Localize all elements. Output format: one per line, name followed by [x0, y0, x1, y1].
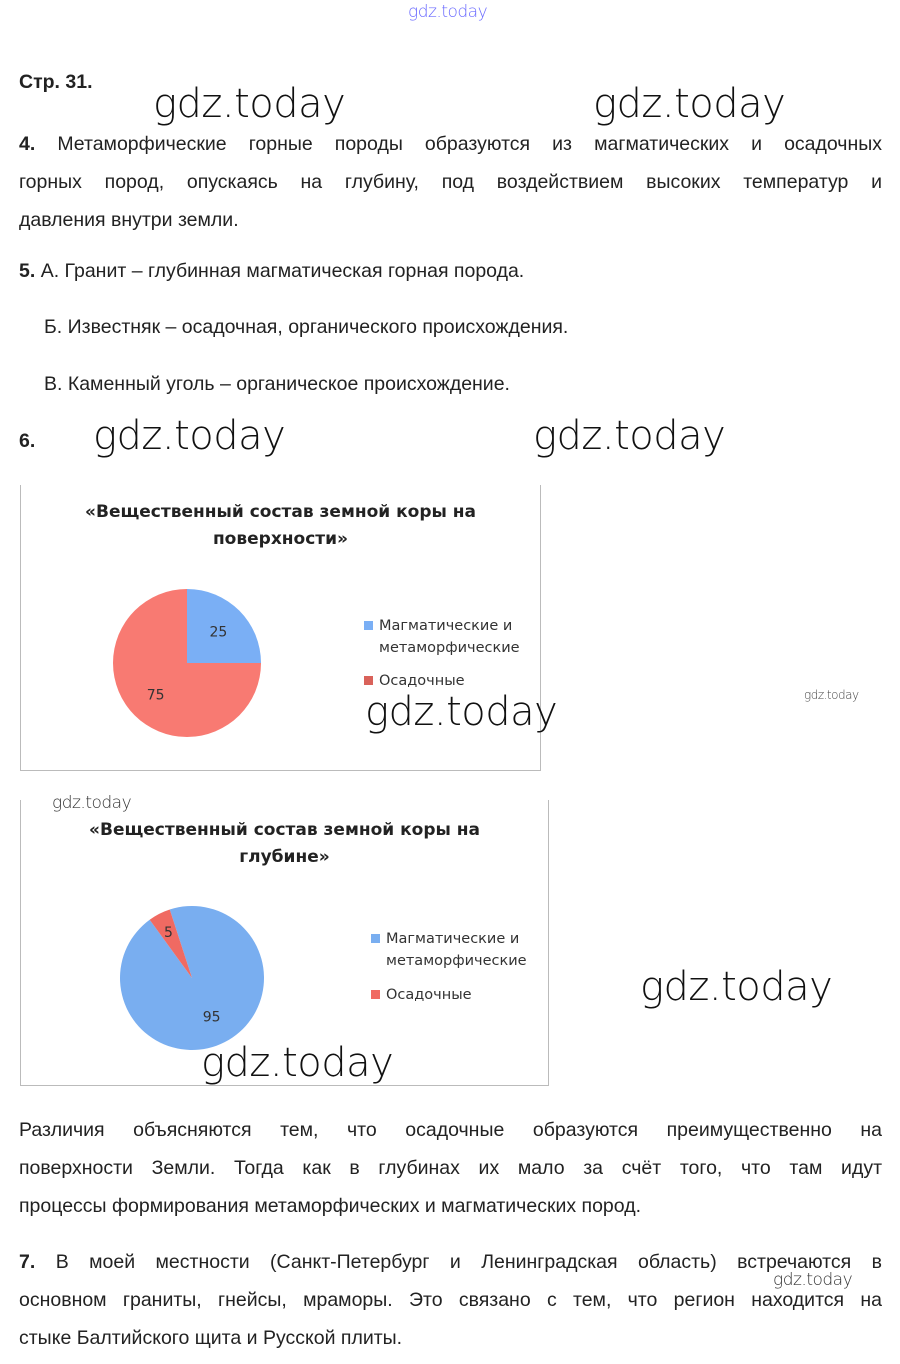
text-line: давления внутри земли.: [19, 209, 239, 231]
answer-5: 5. А. Гранит – глубинная магматическая г…: [19, 259, 524, 283]
watermark: gdz.today: [201, 1040, 394, 1086]
data-label: 5: [164, 925, 173, 941]
watermark: gdz.today: [365, 689, 558, 735]
text-line: Различия объясняются тем, что осадочные …: [19, 1119, 882, 1141]
pie-plot: 25 75: [113, 589, 261, 737]
watermark: gdz.today: [153, 81, 346, 127]
text-line: горных пород, опускаясь на глубину, под …: [19, 171, 882, 193]
text-line: процессы формирования метаморфических и …: [19, 1195, 641, 1217]
text-line: Метаморфические горные породы образуются…: [57, 133, 882, 155]
pie-chart-depth: «Вещественный состав земной коры на глуби…: [20, 800, 549, 1086]
legend-item: Осадочные: [364, 670, 465, 692]
watermark: gdz.today: [93, 413, 286, 459]
text-line: основном граниты, гнейсы, мраморы. Это с…: [19, 1289, 882, 1311]
watermark: gdz.today: [804, 688, 859, 702]
text-line: В моей местности (Санкт-Петербург и Лени…: [55, 1251, 882, 1273]
legend-item: Магматические и метаморфические: [371, 928, 527, 972]
answer-number: 4.: [19, 133, 36, 155]
data-label: 95: [203, 1009, 221, 1025]
data-label: 75: [147, 687, 165, 703]
text-line: В. Каменный уголь – органическое происхо…: [44, 373, 510, 395]
pie-slice-25: [187, 589, 261, 663]
watermark: gdz.today: [593, 81, 786, 127]
answer-number: 7.: [19, 1251, 36, 1273]
legend-swatch: [371, 934, 380, 943]
text-line: стыке Балтийского щита и Русской плиты.: [19, 1327, 403, 1349]
watermark: gdz.today: [773, 1270, 853, 1290]
answer-4: 4. Метаморфические горные породы образую…: [19, 125, 882, 239]
legend-item: Осадочные: [371, 984, 472, 1006]
text-line: поверхности Земли. Тогда как в глубинах …: [19, 1157, 882, 1179]
pie-chart-surface: «Вещественный состав земной коры на повер…: [20, 485, 541, 771]
page-label: Стр. 31.: [19, 71, 93, 93]
chart-title: «Вещественный состав земной коры на глуби…: [89, 820, 480, 867]
legend-item: Магматические и метаморфические: [364, 615, 520, 659]
pie-slice-5: [149, 909, 192, 978]
pie-slice-75: [113, 589, 261, 737]
watermark: gdz.today: [52, 793, 132, 813]
text-line: А. Гранит – глубинная магматическая горн…: [40, 260, 525, 282]
legend-swatch: [364, 676, 373, 685]
answer-7: 7. В моей местности (Санкт-Петербург и Л…: [19, 1243, 882, 1357]
watermark: gdz.today: [640, 964, 833, 1010]
text-line: Б. Известняк – осадочная, органического …: [44, 316, 569, 338]
watermark: gdz.today: [533, 413, 726, 459]
pie-plot: 95 5: [120, 906, 264, 1050]
legend-swatch: [364, 621, 373, 630]
answer-6-explanation: Различия объясняются тем, что осадочные …: [19, 1111, 882, 1225]
answer-number: 6.: [19, 430, 36, 452]
data-label: 25: [209, 625, 227, 641]
answer-number: 5.: [19, 260, 36, 282]
chart-title: «Вещественный состав земной коры на повер…: [85, 502, 476, 549]
legend-swatch: [371, 990, 380, 999]
watermark: gdz.today: [408, 2, 488, 22]
